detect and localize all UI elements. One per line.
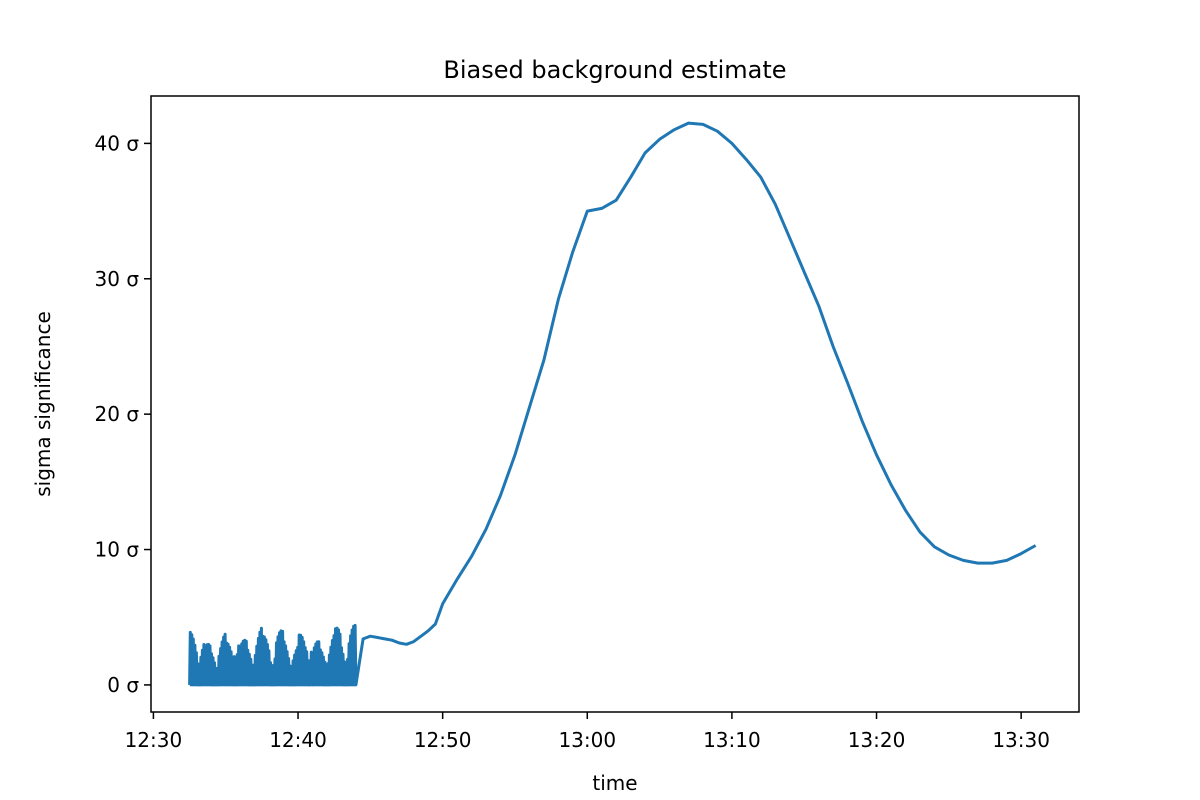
x-tick-label-6: 13:30: [992, 728, 1050, 752]
chart-title: Biased background estimate: [443, 56, 786, 84]
x-tick-label-5: 13:20: [848, 728, 906, 752]
x-axis-label: time: [592, 771, 637, 795]
x-tick-label-4: 13:10: [703, 728, 761, 752]
x-tick-label-3: 13:00: [558, 728, 616, 752]
series-layer: [188, 121, 1037, 687]
y-tick-label-2: 20 σ: [95, 402, 140, 426]
x-tick-label-0: 12:30: [125, 728, 183, 752]
x-tick-label-2: 12:50: [414, 728, 472, 752]
y-tick-label-1: 10 σ: [95, 538, 140, 562]
plot-frame: [150, 95, 1080, 713]
x-tick-label-1: 12:40: [269, 728, 327, 752]
y-axis-label: sigma significance: [31, 311, 55, 497]
y-tick-label-3: 30 σ: [95, 267, 140, 291]
y-tick-label-0: 0 σ: [107, 673, 139, 697]
series-line-0: [188, 121, 1037, 687]
axis-ticks: 12:30 12:40 12:50 13:00 13:10 13:20 13:30 0 σ 10…: [95, 131, 1050, 752]
y-tick-label-4: 40 σ: [95, 131, 140, 155]
